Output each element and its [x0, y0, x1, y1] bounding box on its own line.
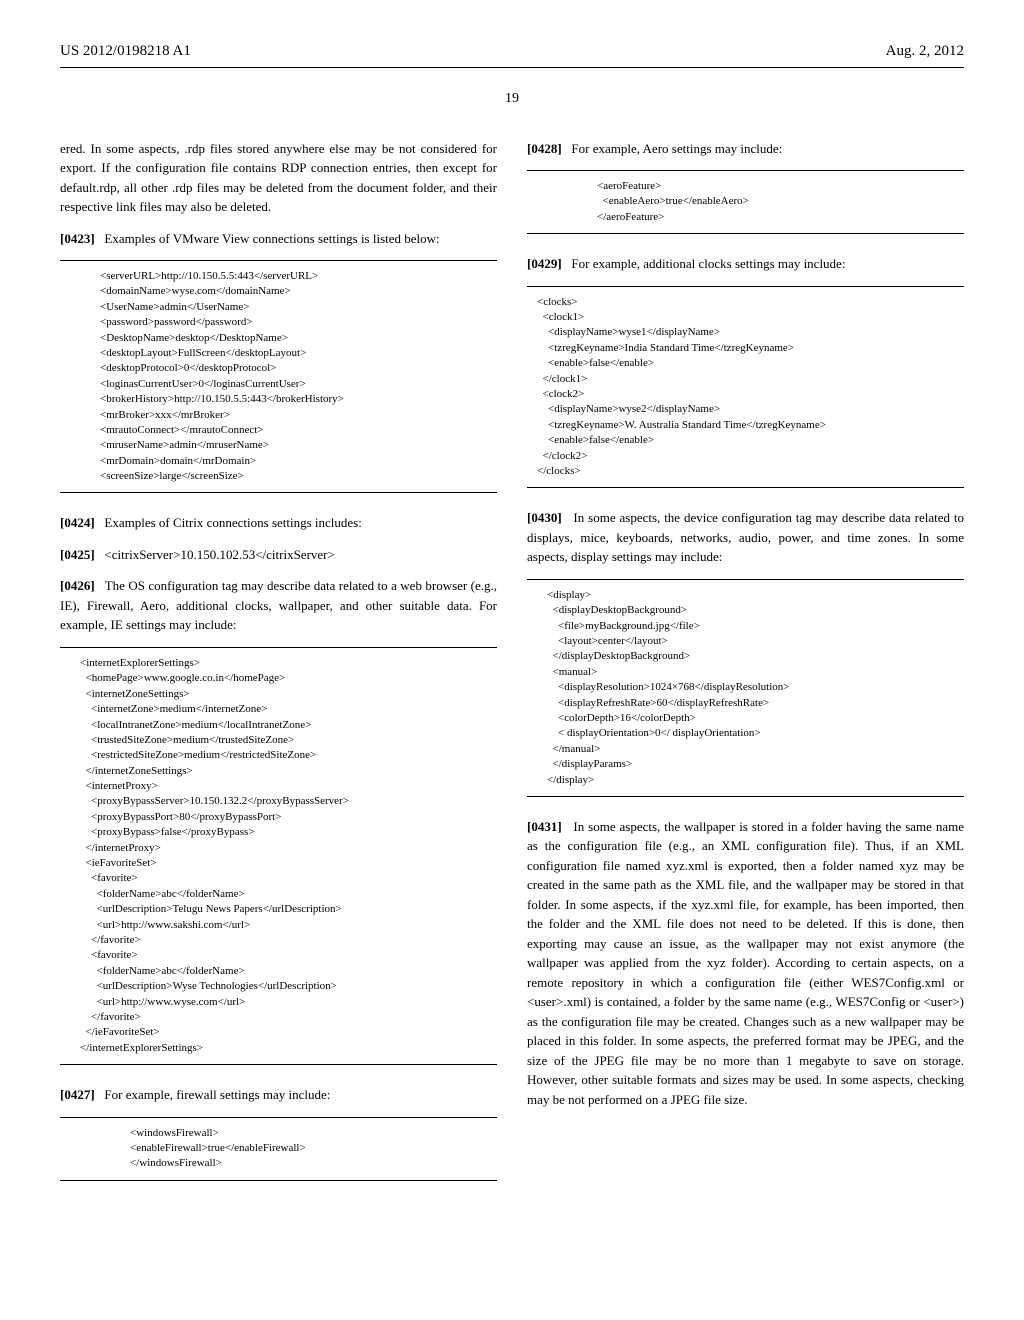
code-vmware-settings: <serverURL>http://10.150.5.5:443</server… — [60, 260, 497, 493]
paragraph-425: [0425] <citrixServer>10.150.102.53</citr… — [60, 545, 497, 565]
right-column: [0428] For example, Aero settings may in… — [527, 139, 964, 1201]
paragraph-423: [0423] Examples of VMware View connectio… — [60, 229, 497, 249]
publication-date: Aug. 2, 2012 — [886, 40, 964, 63]
code-firewall-settings: <windowsFirewall> <enableFirewall>true</… — [60, 1117, 497, 1181]
left-column: ered. In some aspects, .rdp files stored… — [60, 139, 497, 1201]
paragraph-430: [0430] In some aspects, the device confi… — [527, 508, 964, 567]
paragraph-429: [0429] For example, additional clocks se… — [527, 254, 964, 274]
code-clocks-settings: <clocks> <clock1> <displayName>wyse1</di… — [527, 286, 964, 489]
code-display-settings: <display> <displayDesktopBackground> <fi… — [527, 579, 964, 797]
paragraph-428: [0428] For example, Aero settings may in… — [527, 139, 964, 159]
publication-number: US 2012/0198218 A1 — [60, 40, 191, 63]
paragraph-427: [0427] For example, firewall settings ma… — [60, 1085, 497, 1105]
code-aero-settings: <aeroFeature> <enableAero>true</enableAe… — [527, 170, 964, 234]
paragraph-426: [0426] The OS configuration tag may desc… — [60, 576, 497, 635]
paragraph-422-cont: ered. In some aspects, .rdp files stored… — [60, 139, 497, 217]
code-ie-settings: <internetExplorerSettings> <homePage>www… — [60, 647, 497, 1065]
paragraph-424: [0424] Examples of Citrix connections se… — [60, 513, 497, 533]
content-columns: ered. In some aspects, .rdp files stored… — [60, 139, 964, 1201]
page-number: 19 — [60, 88, 964, 109]
page-header: US 2012/0198218 A1 Aug. 2, 2012 — [60, 40, 964, 68]
paragraph-431: [0431] In some aspects, the wallpaper is… — [527, 817, 964, 1110]
